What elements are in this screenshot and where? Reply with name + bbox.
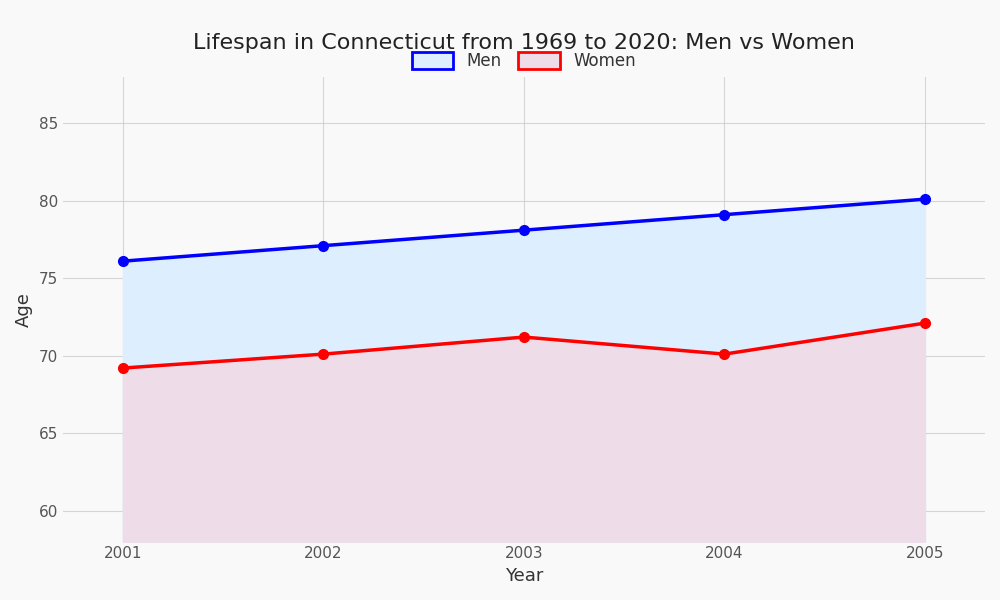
Title: Lifespan in Connecticut from 1969 to 2020: Men vs Women: Lifespan in Connecticut from 1969 to 202… — [193, 33, 855, 53]
Men — [317, 242, 329, 249]
Legend: Men, Women: Men, Women — [403, 43, 644, 78]
Women — [919, 320, 931, 327]
Line: Men: Men — [118, 194, 930, 266]
Y-axis label: Age: Age — [15, 292, 33, 326]
X-axis label: Year: Year — [505, 567, 543, 585]
Men — [919, 196, 931, 203]
Women — [518, 334, 530, 341]
Women — [117, 364, 129, 371]
Women — [317, 350, 329, 358]
Men — [518, 227, 530, 234]
Men — [718, 211, 730, 218]
Line: Women: Women — [118, 318, 930, 373]
Women — [718, 350, 730, 358]
Men — [117, 257, 129, 265]
